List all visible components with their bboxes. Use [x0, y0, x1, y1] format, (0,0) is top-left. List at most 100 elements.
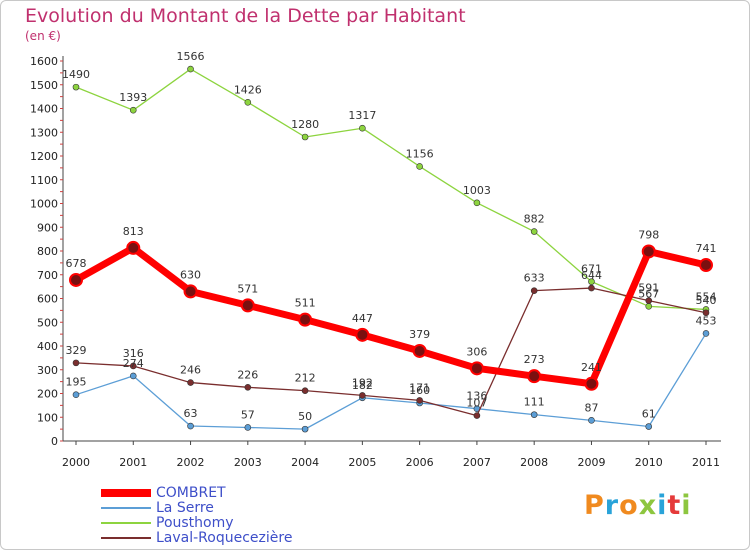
data-point-pousthomy — [244, 99, 252, 106]
data-point-combret — [126, 240, 141, 255]
data-point-pousthomy — [416, 163, 423, 170]
data-point-laval-roquecezi-re — [129, 362, 137, 370]
x-tick-label: 2002 — [177, 456, 205, 469]
data-label-laval-roquecezi-re: 171 — [409, 381, 430, 394]
data-label-pousthomy: 1003 — [463, 184, 491, 197]
legend-item-la-serre: La Serre — [101, 499, 292, 516]
data-label-pousthomy: 1490 — [62, 68, 90, 81]
data-label-laval-roquecezi-re: 107 — [466, 397, 487, 410]
data-label-combret: 813 — [123, 225, 144, 238]
data-point-combret — [69, 272, 83, 287]
logo-letter: i — [681, 490, 692, 521]
data-point-pousthomy — [129, 106, 137, 114]
data-label-pousthomy: 882 — [524, 213, 545, 226]
data-label-combret: 379 — [409, 328, 430, 341]
data-label-pousthomy: 1393 — [119, 91, 147, 104]
x-tick-label: 2006 — [406, 456, 434, 469]
data-point-laval-roquecezi-re — [416, 397, 423, 404]
data-label-la-serre: 274 — [123, 357, 144, 370]
data-label-pousthomy: 1317 — [348, 109, 376, 122]
logo-letter: r — [604, 490, 620, 521]
y-tick-label: 0 — [51, 435, 58, 448]
y-tick-label: 900 — [37, 221, 58, 234]
logo-letter: P — [584, 490, 605, 521]
data-label-la-serre: 111 — [524, 396, 545, 409]
y-tick-label: 1600 — [30, 55, 58, 68]
legend-label: Laval-Roquecezière — [156, 529, 293, 546]
legend: COMBRET La Serre Pousthomy Laval-Roqueceziè… — [101, 485, 293, 546]
data-point-la-serre — [645, 423, 653, 430]
x-tick-label: 2001 — [119, 456, 147, 469]
data-point-laval-roquecezi-re — [244, 384, 252, 391]
data-label-la-serre: 182 — [352, 379, 373, 392]
legend-label: La Serre — [156, 499, 214, 516]
data-point-combret — [183, 284, 198, 299]
data-label-pousthomy: 1156 — [406, 147, 434, 160]
y-tick-label: 1000 — [30, 198, 58, 211]
data-label-la-serre: 57 — [241, 408, 255, 421]
y-tick-label: 300 — [37, 364, 58, 377]
data-point-pousthomy — [588, 278, 595, 285]
data-label-laval-roquecezi-re: 591 — [638, 282, 659, 295]
x-tick-label: 2008 — [520, 456, 548, 469]
data-label-combret: 241 — [581, 361, 602, 374]
data-point-pousthomy — [301, 133, 309, 141]
data-point-combret — [584, 376, 599, 391]
data-label-laval-roquecezi-re: 633 — [524, 272, 545, 285]
data-point-la-serre — [129, 372, 137, 380]
x-tick-label: 2007 — [463, 456, 491, 469]
data-label-la-serre: 453 — [696, 314, 717, 327]
data-label-pousthomy: 554 — [696, 290, 717, 303]
logo-letter: t — [667, 490, 682, 521]
data-point-pousthomy — [359, 124, 366, 132]
y-tick-label: 800 — [37, 245, 58, 258]
data-label-combret: 306 — [466, 345, 487, 358]
x-tick-label: 2000 — [62, 456, 90, 469]
data-label-laval-roquecezi-re: 226 — [237, 368, 258, 381]
data-label-la-serre: 136 — [466, 390, 487, 403]
data-label-combret: 273 — [524, 353, 545, 366]
logo-letter: i — [657, 490, 668, 521]
data-label-la-serre: 50 — [298, 410, 312, 423]
series-line-pousthomy — [75, 68, 707, 311]
logo-letter: o — [619, 490, 639, 521]
data-point-laval-roquecezi-re — [301, 387, 309, 394]
y-tick-label: 200 — [37, 388, 58, 401]
y-tick-label: 1300 — [30, 126, 58, 139]
data-label-pousthomy: 1426 — [234, 83, 262, 96]
x-tick-label: 2010 — [635, 456, 663, 469]
data-label-combret: 630 — [180, 268, 201, 281]
data-point-laval-roquecezi-re — [72, 359, 80, 367]
y-tick-label: 500 — [37, 316, 58, 329]
legend-swatch — [101, 536, 151, 539]
data-point-la-serre — [72, 391, 80, 398]
data-label-laval-roquecezi-re: 212 — [295, 372, 316, 385]
data-label-combret: 678 — [66, 257, 87, 270]
data-label-combret: 571 — [237, 282, 258, 295]
data-label-pousthomy: 1280 — [291, 118, 319, 131]
data-point-la-serre — [530, 411, 538, 418]
series-line-la-serre — [75, 333, 707, 430]
legend-swatch — [101, 521, 151, 524]
data-point-laval-roquecezi-re — [645, 297, 653, 304]
legend-swatch — [101, 506, 151, 509]
data-label-laval-roquecezi-re: 316 — [123, 347, 144, 360]
y-tick-label: 1200 — [30, 150, 58, 163]
data-point-combret — [469, 361, 484, 376]
chart-title: Evolution du Montant de la Dette par Hab… — [25, 5, 466, 27]
legend-swatch — [101, 488, 151, 497]
proxiti-logo: Proxiti — [584, 490, 692, 521]
data-point-laval-roquecezi-re — [187, 379, 194, 386]
data-point-la-serre — [244, 424, 252, 431]
data-point-laval-roquecezi-re — [530, 287, 538, 294]
data-label-la-serre: 87 — [584, 401, 598, 414]
data-point-combret — [699, 258, 713, 273]
data-point-laval-roquecezi-re — [588, 284, 595, 292]
y-tick-label: 1400 — [30, 103, 58, 116]
data-label-la-serre: 160 — [409, 384, 430, 397]
x-tick-label: 2009 — [577, 456, 605, 469]
y-tick-label: 100 — [37, 411, 58, 424]
x-tick-label: 2005 — [348, 456, 376, 469]
